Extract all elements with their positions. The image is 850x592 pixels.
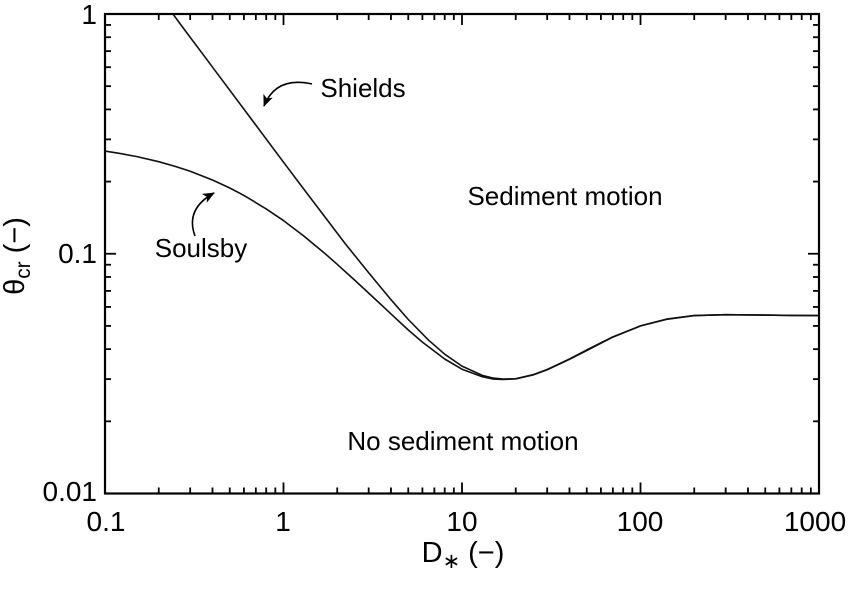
shields-arrow	[263, 81, 313, 107]
x-axis-units: (−)	[460, 537, 505, 570]
y-axis-units: (−)	[0, 217, 32, 262]
soulsby-curve-label: Soulsby	[154, 233, 248, 263]
sediment-motion-region-label: Sediment motion	[467, 181, 663, 211]
tick-marks	[104, 13, 820, 495]
no-sediment-motion-region-label: No sediment motion	[347, 426, 579, 456]
x-tick-label-100: 100	[616, 506, 664, 537]
y-axis-label: θcr (−)	[0, 217, 35, 295]
data-curves	[104, 13, 820, 381]
soulsby-curve	[104, 150, 820, 381]
x-axis-label: D∗ (−)	[422, 539, 505, 573]
x-axis-symbol: D	[421, 537, 443, 570]
shields-curve-label: Shields	[320, 73, 406, 103]
x-tick-label-1000: 1000	[783, 506, 847, 537]
soulsby-arrow	[191, 192, 215, 237]
y-axis-symbol: θ	[0, 278, 32, 295]
y-axis-subscript: cr	[11, 261, 35, 279]
y-tick-label-1: 1	[81, 0, 97, 30]
x-tick-label-0.1: 0.1	[86, 506, 126, 537]
y-tick-label-0.01: 0.01	[42, 476, 98, 507]
y-tick-label-0.1: 0.1	[58, 238, 97, 269]
x-tick-label-1: 1	[275, 506, 291, 537]
x-axis-subscript: ∗	[442, 549, 461, 573]
x-tick-label-10: 10	[446, 506, 478, 537]
